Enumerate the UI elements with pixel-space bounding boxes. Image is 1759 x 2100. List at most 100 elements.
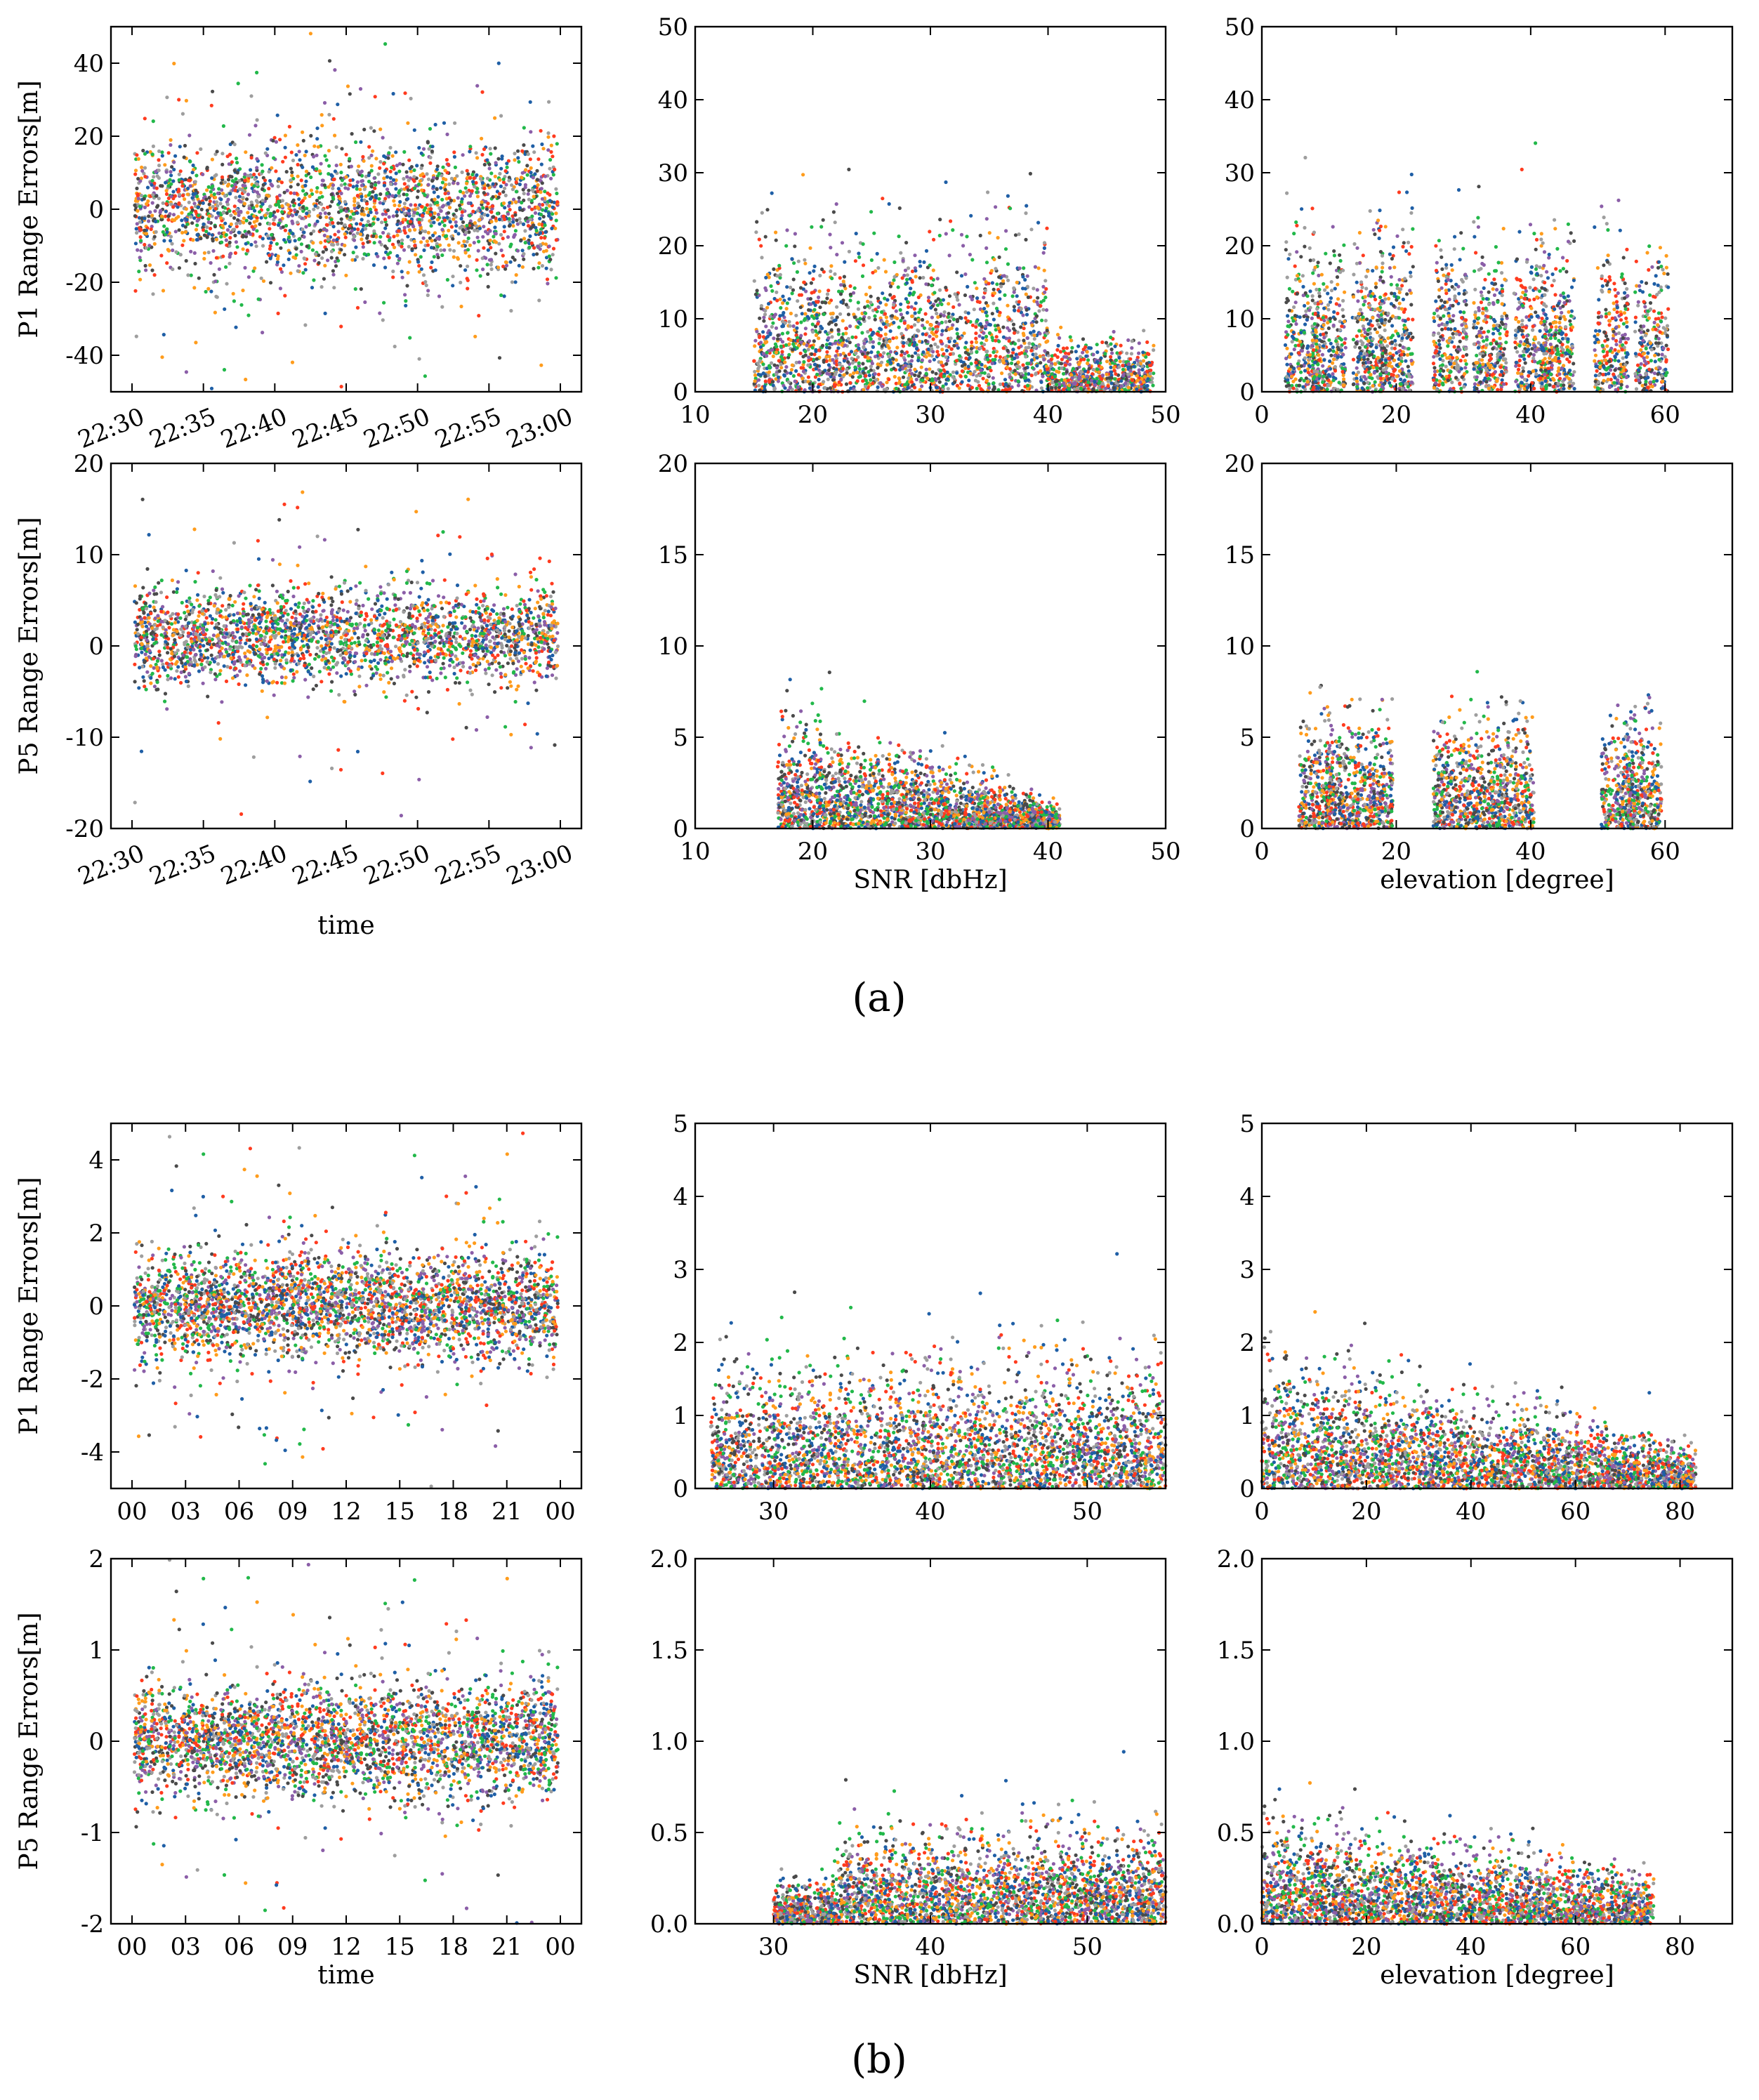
data-point	[138, 277, 143, 282]
data-point	[339, 217, 343, 221]
data-point	[185, 218, 189, 222]
data-point	[964, 356, 968, 360]
data-point	[154, 170, 158, 174]
data-point	[486, 183, 490, 187]
data-point	[157, 149, 162, 153]
data-point	[372, 176, 376, 180]
data-point	[1010, 294, 1015, 298]
data-point	[930, 330, 934, 335]
data-point	[871, 345, 875, 349]
data-point	[935, 345, 940, 349]
data-point	[949, 336, 953, 341]
data-point	[835, 253, 839, 257]
data-point	[178, 169, 183, 173]
data-point	[171, 267, 175, 272]
data-point	[951, 305, 956, 309]
data-point	[892, 275, 897, 279]
data-point	[937, 322, 941, 326]
data-point	[420, 188, 424, 192]
data-point	[195, 151, 199, 155]
data-point	[448, 248, 452, 252]
data-point	[220, 162, 225, 166]
data-point	[501, 177, 506, 181]
data-point	[309, 188, 313, 192]
data-point	[548, 258, 553, 262]
data-point	[485, 176, 490, 180]
data-point	[1011, 348, 1015, 352]
data-point	[946, 387, 950, 391]
data-point	[369, 169, 374, 173]
data-point	[280, 199, 284, 203]
data-point	[791, 374, 796, 378]
data-point	[883, 332, 888, 336]
data-point	[402, 248, 407, 252]
data-point	[995, 282, 999, 286]
data-point	[238, 199, 243, 204]
data-point	[759, 244, 763, 248]
data-point	[977, 334, 982, 338]
data-point	[173, 230, 178, 234]
data-point	[535, 178, 539, 182]
data-point	[817, 378, 821, 382]
data-point	[493, 116, 497, 120]
data-point	[470, 225, 474, 230]
data-point	[926, 296, 931, 300]
data-point	[885, 381, 889, 385]
data-point	[249, 94, 253, 98]
data-point	[428, 155, 433, 159]
data-point	[416, 183, 421, 187]
data-point	[475, 268, 479, 272]
data-point	[197, 213, 201, 218]
data-point	[969, 213, 973, 218]
data-point	[268, 214, 272, 218]
data-point	[921, 350, 925, 355]
data-point	[1041, 298, 1046, 303]
data-point	[220, 240, 224, 244]
data-point	[497, 242, 501, 246]
data-point	[453, 121, 457, 125]
data-point	[853, 259, 857, 263]
data-point	[789, 311, 793, 316]
data-point	[1079, 386, 1083, 391]
data-point	[354, 140, 358, 145]
data-point	[364, 206, 369, 211]
data-point	[435, 200, 440, 204]
data-point	[489, 210, 494, 214]
data-point	[551, 173, 555, 177]
data-point	[1029, 348, 1034, 352]
data-point	[856, 355, 860, 359]
data-point	[936, 353, 941, 357]
data-point	[452, 255, 456, 259]
data-point	[169, 143, 173, 147]
data-point	[304, 150, 308, 154]
data-point	[355, 211, 360, 215]
data-point	[415, 164, 419, 168]
data-point	[932, 237, 936, 242]
data-point	[885, 298, 890, 302]
data-point	[151, 144, 155, 148]
data-point	[246, 275, 251, 279]
data-point	[1001, 335, 1006, 339]
data-point	[214, 256, 218, 260]
data-point	[879, 360, 884, 364]
data-point	[828, 342, 832, 346]
data-point	[182, 239, 186, 243]
data-point	[812, 339, 816, 343]
data-point	[150, 201, 154, 205]
data-point	[319, 285, 324, 289]
data-point	[974, 325, 978, 329]
data-point	[799, 334, 803, 338]
data-point	[442, 218, 447, 223]
data-point	[154, 230, 158, 234]
data-point	[989, 269, 994, 273]
data-point	[418, 231, 423, 235]
data-point	[1142, 380, 1146, 384]
data-point	[286, 214, 291, 218]
data-point	[290, 360, 295, 364]
data-point	[942, 374, 947, 378]
data-point	[1025, 284, 1029, 289]
data-point	[867, 374, 871, 378]
data-point	[435, 167, 440, 171]
data-point	[192, 286, 197, 290]
data-point	[1029, 374, 1034, 378]
